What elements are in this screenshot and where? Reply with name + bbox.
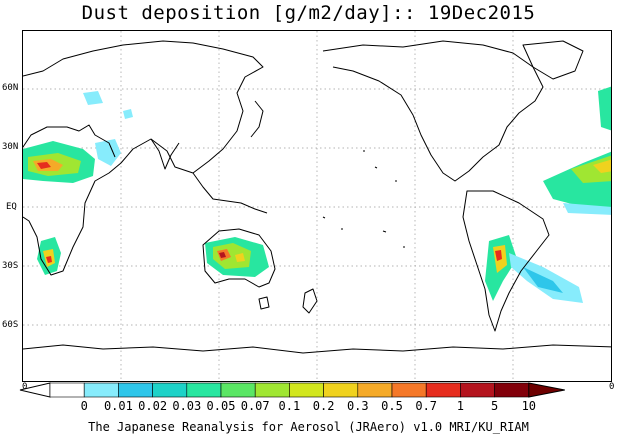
coast-japan — [250, 100, 264, 138]
colorbar-tick-label: 10 — [521, 399, 537, 413]
map-panel — [22, 30, 612, 382]
colorbar-cell — [357, 382, 393, 398]
lat-label-60n: 60N — [2, 83, 19, 93]
lat-label-30s: 30S — [2, 261, 19, 271]
plume-arabia — [95, 139, 121, 166]
colorbar-cell — [83, 382, 119, 398]
colorbar-tick-label: 0.05 — [206, 399, 236, 413]
colorbar-tick-label: 0.2 — [312, 399, 335, 413]
colorbar-cell — [289, 382, 324, 398]
coast-north-america — [322, 40, 544, 182]
dust-plumes — [23, 86, 611, 303]
coast-india — [150, 138, 180, 170]
colorbar-edge-right: 0 — [609, 382, 615, 392]
colorbar-cell — [118, 382, 153, 398]
colorbar-tick-label: 0.01 — [103, 399, 133, 413]
coast-south-america — [462, 190, 550, 332]
colorbar-cell — [425, 382, 461, 398]
coast-australia — [202, 228, 276, 288]
colorbar-tick-label: 0.7 — [415, 399, 438, 413]
lat-label-eq: EQ — [6, 202, 17, 212]
colorbar — [19, 382, 565, 398]
colorbar-tick-label: 0.5 — [381, 399, 403, 413]
colorbar-cell — [152, 382, 188, 398]
colorbar-cell — [49, 382, 85, 398]
colorbar-tick-label: 5 — [490, 399, 499, 413]
lat-label-30n: 30N — [2, 142, 19, 152]
lat-label-60s: 60S — [2, 320, 19, 330]
colorbar-cell — [220, 382, 256, 398]
colorbar-tick-label: 0 — [80, 399, 88, 413]
colorbar-cell — [460, 382, 495, 398]
colorbar-cell — [323, 382, 359, 398]
colorbar-tick-label: 0.03 — [172, 399, 202, 413]
colorbar-tick-label: 0.02 — [138, 399, 168, 413]
colorbar-edge-left: 0 — [22, 382, 28, 392]
colorbar-tick-label: 0.07 — [240, 399, 270, 413]
coastlines — [23, 40, 611, 354]
colorbar-arrow-right — [528, 382, 565, 398]
map-title: Dust deposition [g/m2/day]:: 19Dec2015 — [81, 2, 536, 24]
colorbar-cell — [494, 382, 530, 398]
colorbar-tick-label: 0.3 — [346, 399, 369, 413]
colorbar-tick-label: 1 — [456, 399, 465, 413]
colorbar-tick-label: 0.1 — [278, 399, 301, 413]
coast-antarctica — [23, 344, 611, 354]
colorbar-arrow-left — [19, 382, 51, 398]
colorbar-cell — [254, 382, 290, 398]
colorbar-cell — [391, 382, 427, 398]
coast-indonesia — [192, 172, 268, 214]
footer-credit: The Japanese Reanalysis for Aerosol (JRA… — [88, 420, 529, 434]
world-map — [23, 31, 611, 381]
colorbar-cell — [186, 382, 222, 398]
